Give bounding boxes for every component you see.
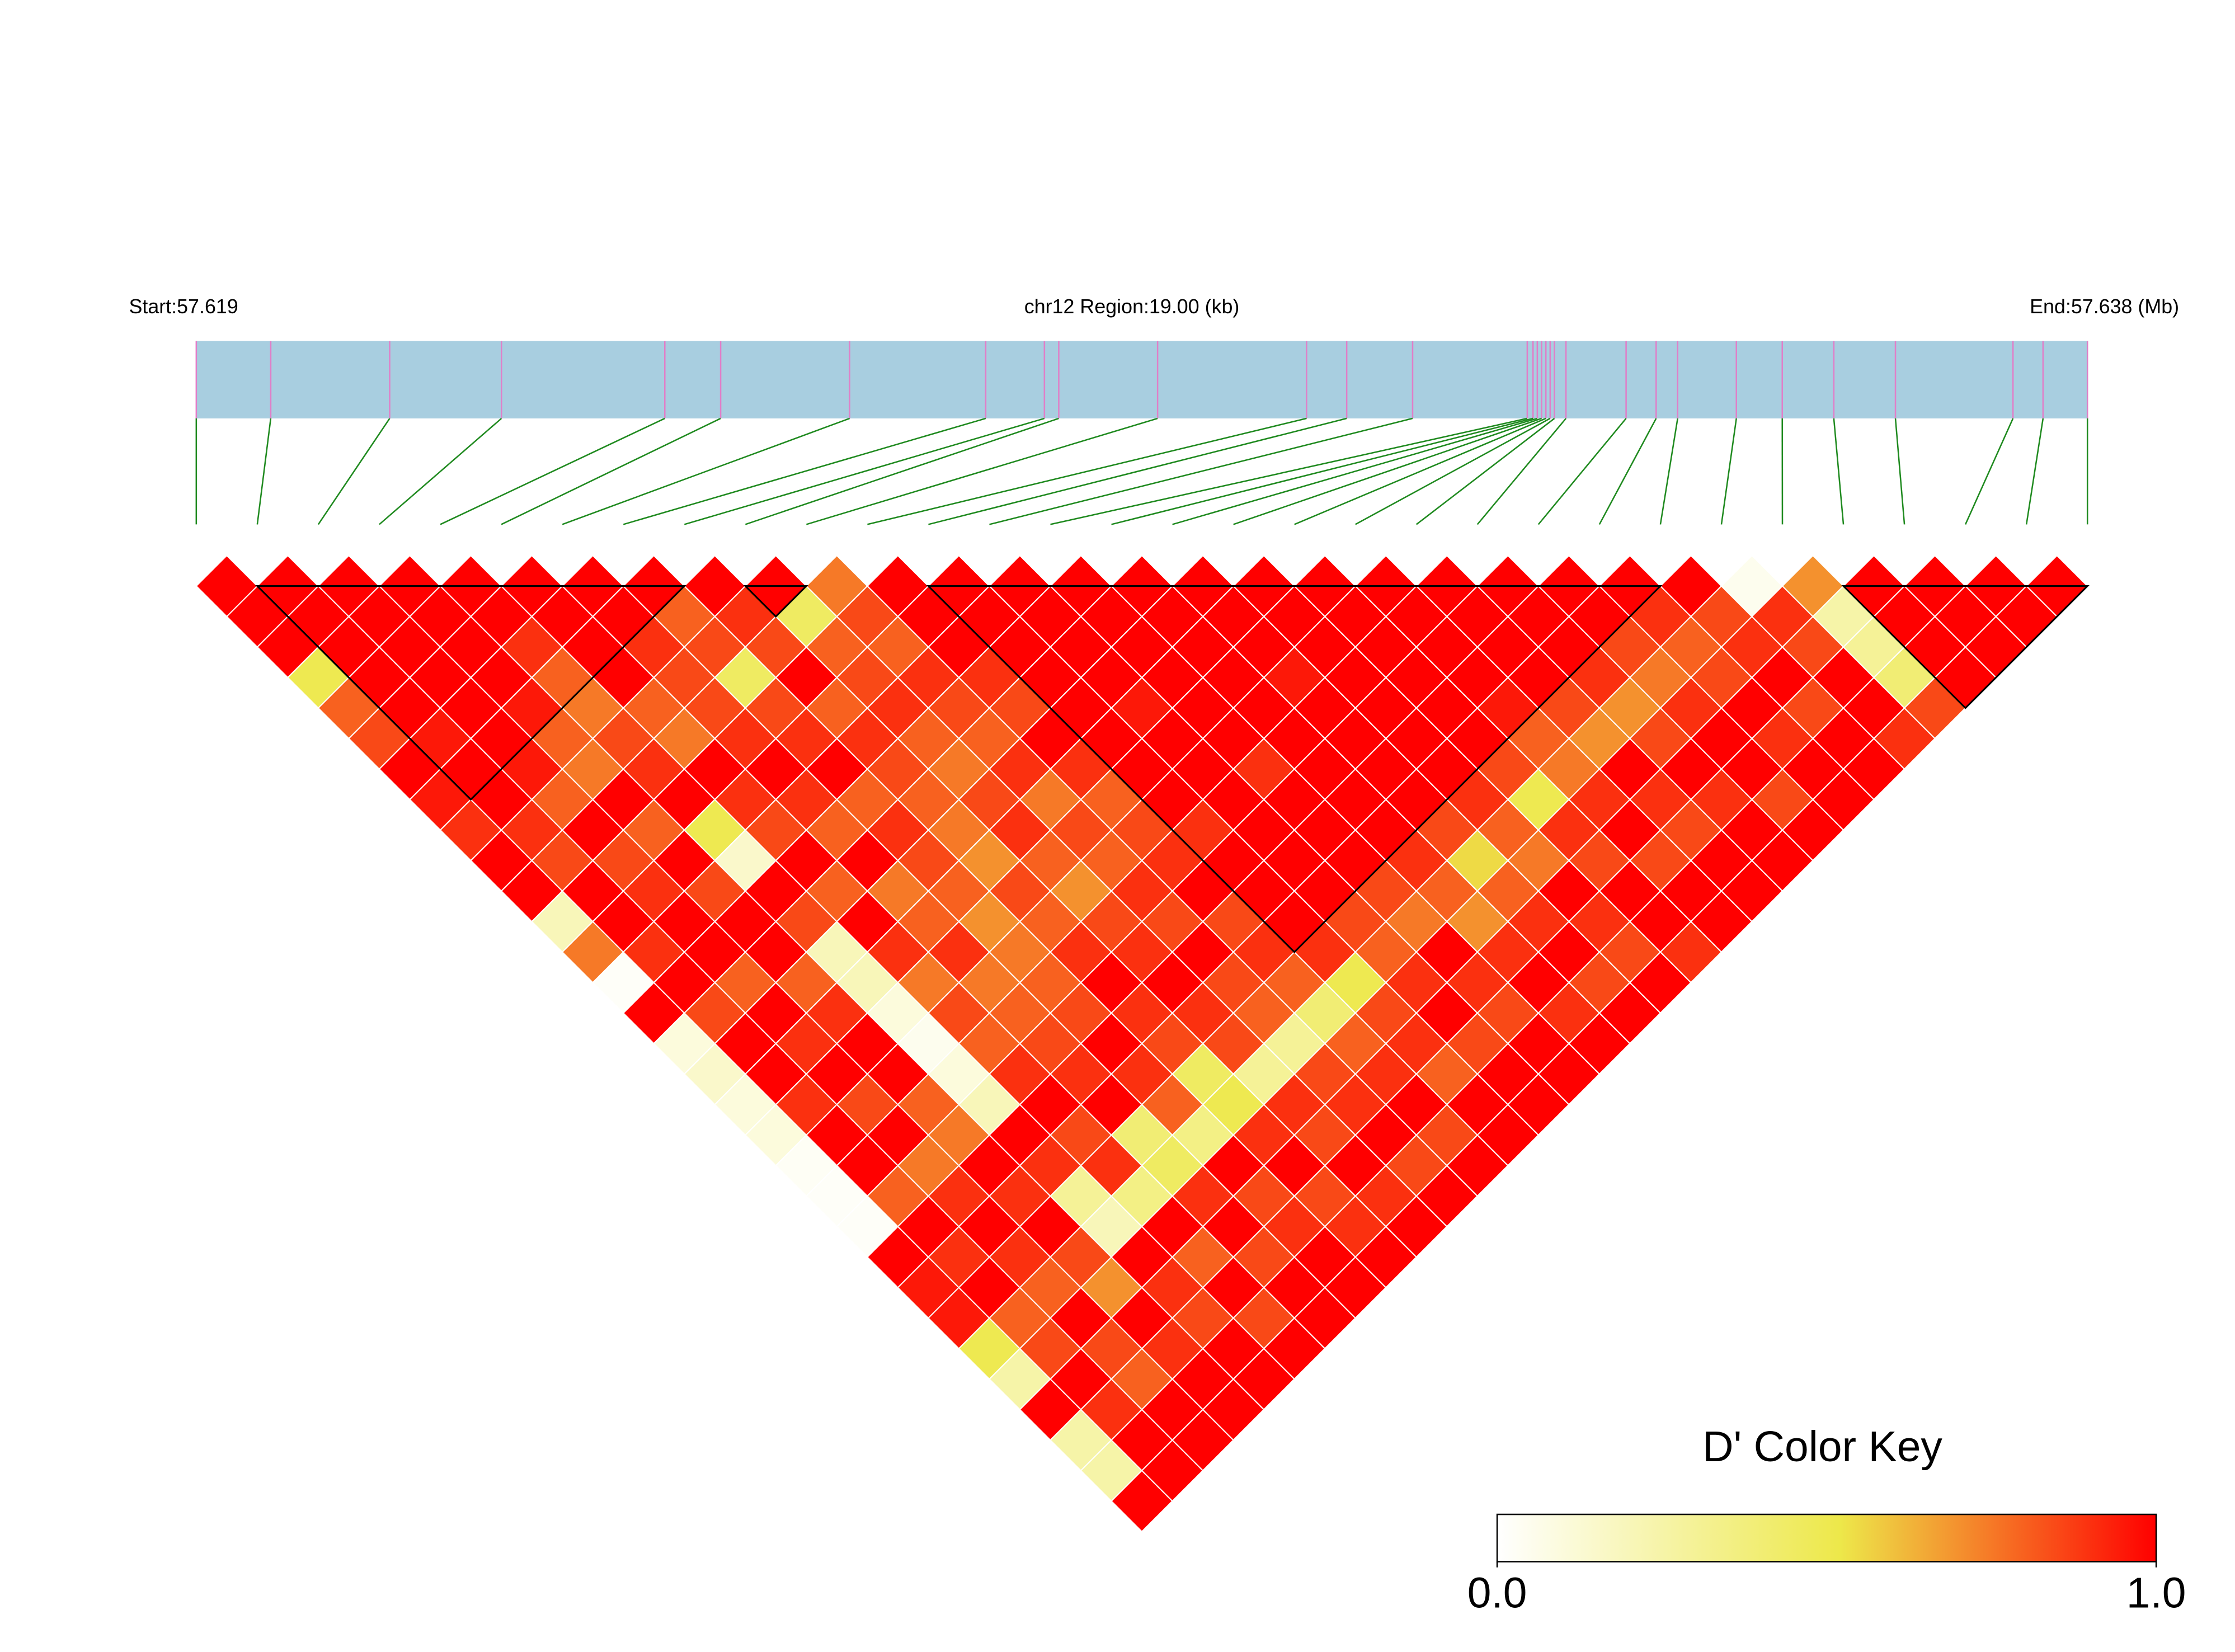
- snp-connector: [562, 417, 850, 525]
- start-label: Start:57.619: [129, 295, 238, 318]
- snp-connector: [1415, 417, 1555, 525]
- region-label: chr12 Region:19.00 (kb): [1024, 295, 1240, 318]
- color-key: [1496, 1513, 2157, 1562]
- snp-connector: [1964, 418, 2014, 525]
- snp-connector: [256, 418, 272, 525]
- legend-tick-label: 0.0: [1467, 1569, 1527, 1617]
- snp-connector: [317, 418, 390, 525]
- snp-connector: [1720, 418, 1737, 525]
- snp-connector: [684, 417, 1045, 525]
- snp-connector: [1537, 418, 1627, 525]
- snp-connector: [1172, 417, 1538, 525]
- snp-connector: [440, 417, 665, 525]
- snp-connector: [1659, 418, 1679, 525]
- ld-block: [743, 585, 808, 618]
- snp-connector: [928, 417, 1347, 525]
- snp-connector: [379, 417, 502, 525]
- snp-connector: [867, 417, 1307, 525]
- snp-connector: [1598, 418, 1657, 525]
- snp-connector: [1833, 418, 1845, 525]
- snp-connector: [1111, 417, 1533, 525]
- snp-connector: [989, 417, 1413, 525]
- legend-title: D' Color Key: [1702, 1423, 1942, 1471]
- snp-connector: [501, 417, 721, 525]
- ld-block: [1841, 585, 2090, 709]
- end-label: End:57.638 (Mb): [2030, 295, 2179, 318]
- snp-connector: [2025, 418, 2044, 525]
- legend-tick-label: 1.0: [2126, 1569, 2186, 1617]
- ld-block: [926, 585, 1663, 953]
- snp-connector: [1233, 417, 1542, 525]
- snp-connector: [623, 417, 986, 525]
- position-bar: [196, 341, 2088, 418]
- snp-connector: [1294, 417, 1546, 525]
- ld-block: [255, 585, 686, 801]
- snp-connector: [1476, 418, 1567, 525]
- snp-connector: [806, 417, 1158, 525]
- snp-connector: [1355, 417, 1551, 525]
- snp-connector: [745, 417, 1059, 525]
- snp-connector: [1050, 417, 1528, 525]
- snp-connector: [1894, 418, 1905, 525]
